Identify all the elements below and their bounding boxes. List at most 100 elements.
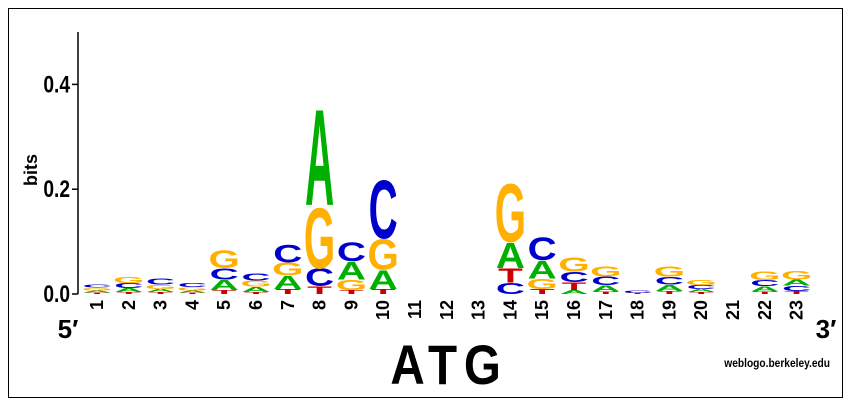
x-tick-label: 7 xyxy=(278,300,298,310)
x-tick-label: 4 xyxy=(182,300,202,310)
x-tick-label: 15 xyxy=(532,300,552,320)
logo-letter: A xyxy=(369,265,398,295)
logo-letter: A xyxy=(782,278,811,288)
x-tick-label: 13 xyxy=(469,300,489,320)
logo-letter: T xyxy=(752,291,777,295)
logo-letter: T xyxy=(116,291,141,294)
logo-letter: C xyxy=(655,275,684,287)
x-tick-label: 10 xyxy=(373,300,393,320)
logo-letter: T xyxy=(498,264,523,287)
logo-letter: G xyxy=(781,269,812,282)
y-axis-label: bits xyxy=(21,154,41,186)
logo-letter: G xyxy=(686,279,717,287)
logo-letter: A xyxy=(82,290,111,293)
logo-letter: T xyxy=(85,292,110,294)
logo-letter: A xyxy=(178,290,207,293)
logo-letter: A xyxy=(750,285,779,293)
logo-letter: A xyxy=(210,277,239,293)
logo-letter: G xyxy=(81,287,112,291)
x-tick-label: 3 xyxy=(151,300,171,310)
logo-letter: T xyxy=(371,288,396,296)
x-tick-label: 11 xyxy=(405,300,425,319)
logo-letter: A xyxy=(273,273,302,293)
logo-letter: G xyxy=(654,264,685,280)
logo-letter: G xyxy=(368,230,399,279)
logo-letter: A xyxy=(114,287,143,293)
x-tick-label: 22 xyxy=(755,300,775,320)
x-tick-label: 2 xyxy=(119,300,139,310)
logo-letter: G xyxy=(272,259,303,279)
frame xyxy=(8,8,843,398)
logo-letter: A xyxy=(241,286,270,294)
logo-letter: C xyxy=(496,280,525,298)
logo-letter: T xyxy=(339,289,364,295)
logo-letter: T xyxy=(212,289,237,295)
logo-letter: C xyxy=(623,290,652,294)
x-tick-label: 17 xyxy=(596,300,616,320)
logo-letter: A xyxy=(559,289,588,295)
x-tick-label: 14 xyxy=(500,300,520,320)
logo-letter: T xyxy=(689,291,714,294)
x-tick-label: 21 xyxy=(723,300,743,320)
logo-letter: C xyxy=(273,241,302,269)
logo-letter: A xyxy=(496,236,525,277)
x-tick-label: 18 xyxy=(628,300,648,320)
logo-letter: C xyxy=(146,277,175,287)
logo-letter: C xyxy=(591,275,620,288)
logo-letter: C xyxy=(337,238,366,268)
logo-letter: T xyxy=(307,284,332,296)
logo-letter: T xyxy=(180,292,205,294)
logo-letter: G xyxy=(527,276,558,292)
logo-letter: C xyxy=(241,271,270,282)
logo-letter: A xyxy=(146,288,175,293)
x-tick-label: 6 xyxy=(246,300,266,310)
logo-letter: T xyxy=(562,280,587,292)
start-label: 5′ xyxy=(58,314,79,344)
logo-letter: C xyxy=(559,270,588,286)
y-tick-label: 0.0 xyxy=(43,280,70,308)
logo-letter: A xyxy=(655,283,684,293)
logo-letter: T xyxy=(784,290,809,295)
x-tick-label: 12 xyxy=(437,300,457,320)
logo-letter: A xyxy=(305,81,334,234)
logo-letter: C xyxy=(750,279,779,289)
logo-letter: C xyxy=(369,163,398,256)
logo-letter: A xyxy=(687,288,716,293)
logo-letter: T xyxy=(148,291,173,294)
logo-letter: G xyxy=(749,270,780,283)
y-tick-label: 0.4 xyxy=(43,70,70,98)
logo-letter: T xyxy=(244,291,269,294)
logo-letter: G xyxy=(209,246,240,274)
annotation: ATG xyxy=(390,334,507,396)
logo-letter: G xyxy=(177,287,208,292)
logo-letter: C xyxy=(782,285,811,293)
logo-letter: T xyxy=(657,290,682,295)
logo-letter: G xyxy=(336,277,367,293)
x-tick-label: 8 xyxy=(310,300,330,310)
logo-letter: C xyxy=(528,231,557,267)
logo-letter: G xyxy=(304,191,335,287)
logo-letter: A xyxy=(337,258,366,286)
logo-letter: G xyxy=(495,167,526,260)
logo-letter: T xyxy=(593,291,618,295)
x-tick-label: 23 xyxy=(787,300,807,320)
logo-letter: C xyxy=(114,282,143,290)
logo-letter: G xyxy=(590,264,621,280)
logo-letter: G xyxy=(113,276,144,286)
logo-letter: G xyxy=(558,253,589,276)
logo-letter: A xyxy=(591,284,620,294)
x-tick-label: 9 xyxy=(341,300,361,310)
logo-letter: G xyxy=(240,279,271,289)
logo-letter: T xyxy=(276,288,301,296)
x-tick-label: 5 xyxy=(214,300,234,310)
logo-letter: C xyxy=(82,284,111,289)
logo-letter: A xyxy=(528,256,557,284)
x-tick-label: 19 xyxy=(659,300,679,320)
logo-letter: C xyxy=(687,284,716,290)
x-tick-label: 1 xyxy=(87,300,107,310)
credit: weblogo.berkeley.edu xyxy=(723,357,830,370)
logo-letter: C xyxy=(178,282,207,288)
y-tick-label: 0.2 xyxy=(43,175,70,203)
logo-letter: T xyxy=(530,288,555,296)
